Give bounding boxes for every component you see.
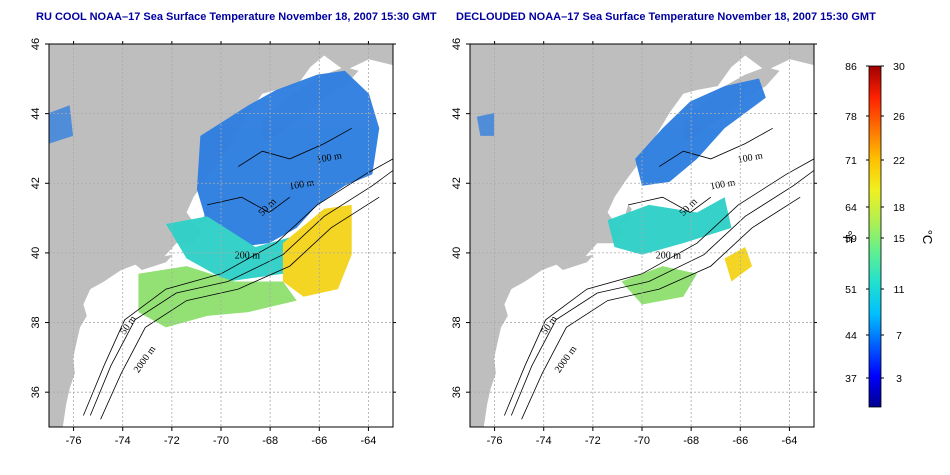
fahrenheit-tick-label: 44 bbox=[845, 330, 857, 342]
x-tick-label: -68 bbox=[262, 435, 278, 447]
y-tick-label: 36 bbox=[451, 386, 463, 398]
depth-contour-line bbox=[100, 196, 380, 420]
cold-water-region bbox=[196, 70, 380, 247]
y-tick-label: 46 bbox=[451, 38, 463, 50]
celsius-tick-label: 15 bbox=[893, 233, 905, 245]
fahrenheit-tick-label: 64 bbox=[845, 202, 857, 214]
y-tick-label: 42 bbox=[451, 177, 463, 189]
x-tick-label: -76 bbox=[487, 435, 503, 447]
depth-contour-line bbox=[89, 170, 393, 416]
contour-label: 100 m bbox=[316, 150, 343, 165]
fahrenheit-tick-label: 71 bbox=[845, 155, 857, 167]
inland-lake-data bbox=[476, 112, 495, 136]
colorbar-gradient bbox=[868, 65, 882, 408]
celsius-tick-label: 30 bbox=[893, 61, 905, 73]
graticule bbox=[49, 44, 393, 427]
y-tick-label: 44 bbox=[451, 108, 463, 120]
mid-water-region bbox=[165, 216, 311, 282]
celsius-tick-label: 22 bbox=[893, 155, 905, 167]
celsius-unit-label: °C bbox=[920, 230, 935, 245]
inland-lake-data bbox=[49, 105, 74, 144]
x-tick-label: -64 bbox=[781, 435, 797, 447]
celsius-tick-label: 3 bbox=[896, 373, 902, 385]
colorbar: 86 78 71 64 59 51 44 37 30 26 22 18 15 11 7 3 °F °C bbox=[840, 61, 935, 408]
x-tick-label: -72 bbox=[585, 435, 601, 447]
fahrenheit-tick-label: 78 bbox=[845, 111, 857, 123]
x-tick-label: -66 bbox=[732, 435, 748, 447]
long-island-land bbox=[135, 254, 173, 270]
sst-overlay bbox=[476, 78, 766, 305]
cold-water-region bbox=[635, 78, 766, 186]
y-tick-label: 40 bbox=[30, 247, 42, 259]
celsius-tick-label: 7 bbox=[896, 330, 902, 342]
fahrenheit-tick-label: 51 bbox=[845, 284, 857, 296]
depth-contour-line bbox=[510, 170, 814, 416]
right-map-title: DECLOUDED NOAA–17 Sea Surface Temperatur… bbox=[456, 11, 876, 23]
fahrenheit-tick-label: 86 bbox=[845, 61, 857, 73]
contour-label: 100 m bbox=[737, 150, 764, 165]
y-tick-label: 38 bbox=[30, 316, 42, 328]
green-water-region bbox=[621, 266, 698, 305]
contour-label: 200 m bbox=[656, 250, 682, 261]
contour-label: 200 m bbox=[235, 250, 261, 261]
green-water-region bbox=[138, 266, 297, 328]
left-map-title: RU COOL NOAA–17 Sea Surface Temperature … bbox=[36, 11, 437, 23]
celsius-tick-label: 18 bbox=[893, 202, 905, 214]
depth-contour-line bbox=[521, 196, 801, 420]
x-tick-label: -66 bbox=[311, 435, 327, 447]
depth-contour-line bbox=[207, 196, 291, 213]
y-tick-label: 42 bbox=[30, 177, 42, 189]
graticule bbox=[470, 44, 814, 427]
land-mass bbox=[49, 44, 393, 427]
celsius-tick-label: 11 bbox=[894, 284, 905, 296]
contour-label: 100 m bbox=[288, 177, 315, 192]
fahrenheit-tick-label: 59 bbox=[845, 233, 857, 245]
y-tick-label: 44 bbox=[30, 108, 42, 120]
y-tick-label: 40 bbox=[451, 247, 463, 259]
celsius-tick-label: 26 bbox=[893, 111, 905, 123]
long-island-land bbox=[556, 254, 594, 270]
fahrenheit-tick-label: 37 bbox=[845, 373, 857, 385]
depth-contour-line bbox=[658, 127, 773, 167]
y-tick-label: 36 bbox=[30, 386, 42, 398]
contour-label: 100 m bbox=[709, 177, 736, 192]
depth-contour-line bbox=[237, 127, 352, 167]
x-tick-label: -72 bbox=[164, 435, 180, 447]
land-mass bbox=[470, 44, 814, 427]
x-tick-label: -76 bbox=[66, 435, 82, 447]
warm-water-region bbox=[282, 204, 352, 297]
x-tick-label: -70 bbox=[634, 435, 650, 447]
x-tick-label: -74 bbox=[536, 435, 552, 447]
y-tick-label: 38 bbox=[451, 316, 463, 328]
fahrenheit-unit-label: °F bbox=[840, 230, 855, 243]
sst-overlay bbox=[49, 70, 380, 328]
x-tick-label: -68 bbox=[683, 435, 699, 447]
x-tick-label: -70 bbox=[213, 435, 229, 447]
x-tick-label: -74 bbox=[115, 435, 131, 447]
depth-contour-line bbox=[628, 196, 712, 213]
warm-water-region bbox=[724, 246, 753, 282]
x-tick-label: -64 bbox=[360, 435, 376, 447]
mid-water-region bbox=[607, 197, 732, 255]
y-tick-label: 46 bbox=[30, 38, 42, 50]
